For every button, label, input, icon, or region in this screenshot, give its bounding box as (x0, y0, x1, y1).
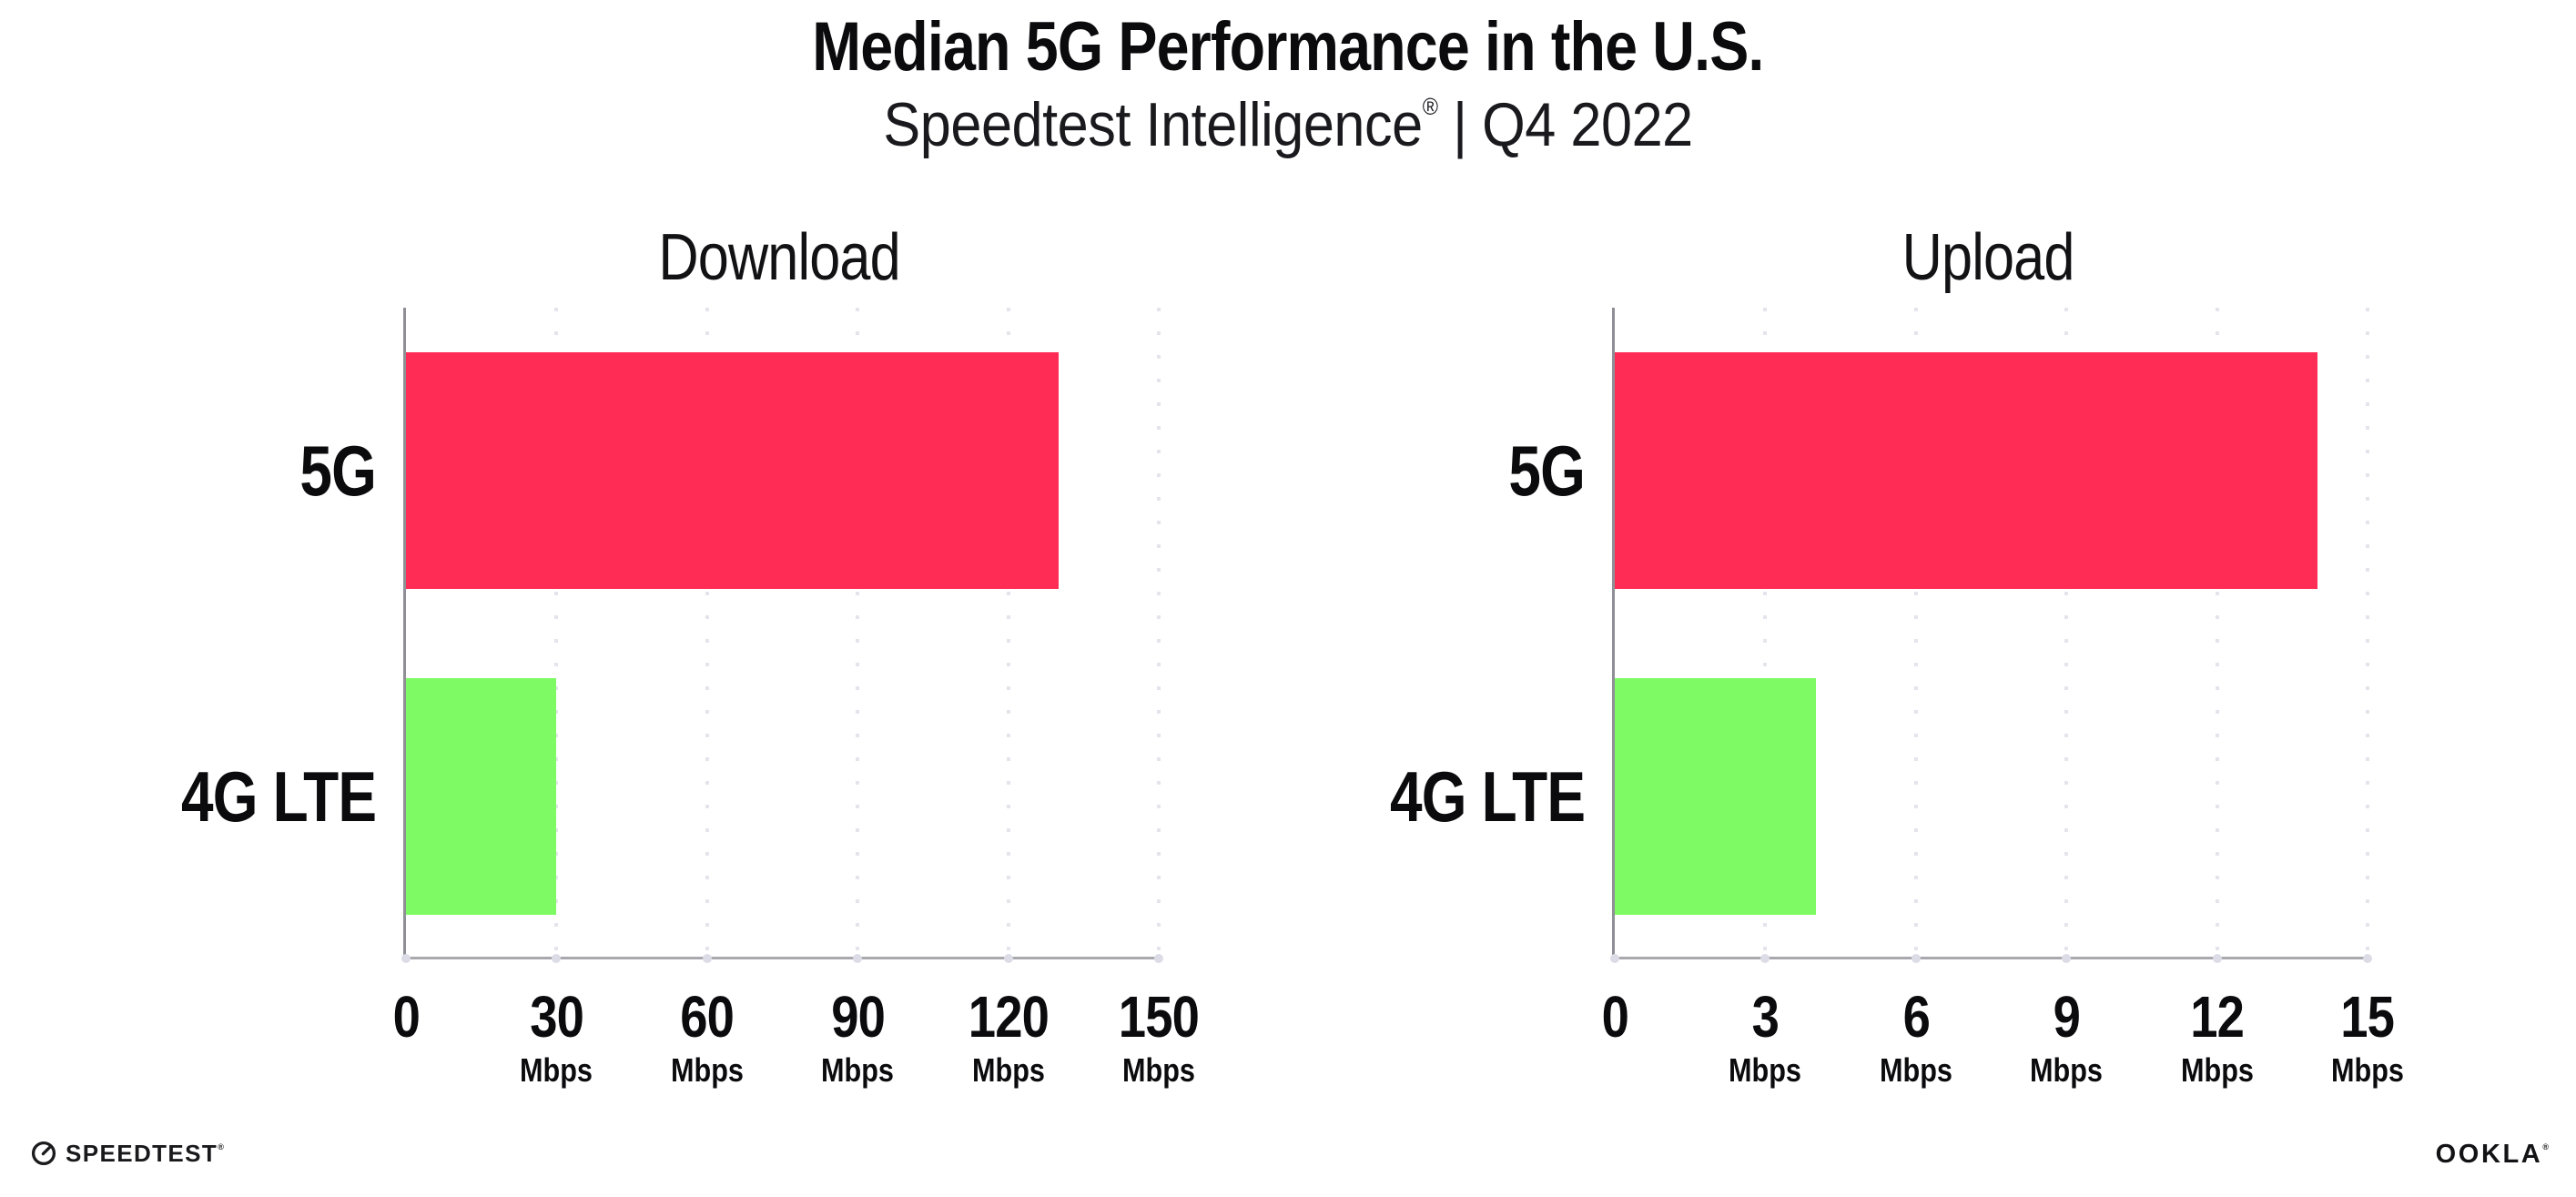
page-title-text: Median 5G Performance in the U.S. (812, 8, 1764, 86)
x-tick-label: 30 Mbps (420, 988, 693, 1087)
gridline (2064, 308, 2069, 957)
tick-value: 150 (1118, 984, 1200, 1050)
ookla-logo: OOKLA® (2436, 1141, 2549, 1168)
tick-value: 9 (2053, 984, 2080, 1050)
bar-4g-lte (1615, 678, 1816, 915)
axis-tick-dot (1760, 954, 1770, 963)
tick-unit: Mbps (1122, 1051, 1195, 1089)
tick-value: 15 (2340, 984, 2396, 1050)
category-label-5g: 5G (299, 431, 377, 511)
tick-value: 0 (392, 984, 420, 1050)
axis-tick-dot (1911, 954, 1921, 963)
axis-tick-dot (2363, 954, 2372, 963)
tick-value: 6 (1902, 984, 1930, 1050)
gridline (1913, 308, 1918, 957)
page-title: Median 5G Performance in the U.S. (0, 11, 2576, 84)
category-label-4g-lte: 4G LTE (1389, 756, 1586, 837)
gridline (2366, 308, 2369, 957)
tick-unit: Mbps (2180, 1051, 2254, 1089)
subtitle-brand: Speedtest Intelligence (883, 90, 1423, 159)
bar-4g-lte (406, 678, 557, 915)
bar-5g (1615, 352, 2317, 589)
tick-unit: Mbps (1879, 1051, 1952, 1089)
tick-value: 0 (1601, 984, 1628, 1050)
subtitle-period: Q4 2022 (1482, 90, 1693, 159)
x-tick-label: 15 Mbps (2231, 988, 2504, 1087)
tick-value: 12 (2190, 984, 2245, 1050)
speedtest-gauge-icon (31, 1141, 56, 1166)
gridline (1157, 308, 1161, 957)
ookla-registered-icon: ® (2542, 1142, 2549, 1151)
tick-unit: Mbps (1729, 1051, 1802, 1089)
page-subtitle: Speedtest Intelligence® | Q4 2022 (0, 90, 2576, 159)
gridline (1006, 308, 1010, 957)
tick-value: 120 (968, 984, 1049, 1050)
tick-value: 90 (830, 984, 886, 1050)
tick-unit: Mbps (520, 1051, 593, 1089)
gridline (554, 308, 559, 957)
x-tick-label: 12 Mbps (2081, 988, 2354, 1087)
axis-tick-dot (702, 954, 712, 963)
speedtest-logo: SPEEDTEST® (30, 1140, 224, 1167)
axis-tick-dot (1154, 954, 1163, 963)
download-plot-area: 0 30 Mbps 60 Mbps 90 Mbps 120 Mbps 150 Mbps 5G 4G LT… (181, 308, 1200, 1087)
x-tick-label: 150 Mbps (1022, 988, 1295, 1087)
category-label-5g: 5G (1508, 431, 1586, 511)
axis-tick-dot (1003, 954, 1013, 963)
axis-tick-dot (2062, 954, 2072, 963)
axis-tick-dot (853, 954, 863, 963)
tick-value: 60 (680, 984, 735, 1050)
axis-tick-dot (552, 954, 562, 963)
x-tick-label: 120 Mbps (872, 988, 1145, 1087)
axis-tick-dot (1610, 954, 1619, 963)
upload-chart-title: Upload (1902, 221, 2075, 294)
gridline (856, 308, 860, 957)
category-label-4g-lte: 4G LTE (180, 756, 377, 837)
speedtest-registered-icon: ® (218, 1142, 224, 1151)
x-tick-label: 0 (269, 988, 543, 1046)
x-tick-label: 90 Mbps (721, 988, 994, 1087)
tick-value: 3 (1751, 984, 1780, 1050)
tick-unit: Mbps (2030, 1051, 2104, 1089)
axis-tick-dot (2212, 954, 2222, 963)
speedtest-wordmark: SPEEDTEST® (66, 1140, 224, 1167)
subtitle-separator: | (1437, 90, 1483, 159)
axis-tick-dot (401, 954, 411, 963)
download-chart-title: Download (658, 221, 901, 294)
tick-value: 30 (529, 984, 584, 1050)
gridline (705, 308, 709, 957)
x-tick-label: 9 Mbps (1930, 988, 2203, 1087)
ookla-wordmark: OOKLA® (2435, 1140, 2549, 1169)
x-tick-label: 60 Mbps (571, 988, 844, 1087)
registered-trademark-icon: ® (1422, 93, 1438, 120)
tick-unit: Mbps (821, 1051, 895, 1089)
gridline (2215, 308, 2219, 957)
tick-unit: Mbps (670, 1051, 744, 1089)
upload-plot-area: 0 3 Mbps 6 Mbps 9 Mbps 12 Mbps 15 Mbps 5G 4G LTE (1390, 308, 2404, 1087)
x-tick-label: 0 (1478, 988, 1751, 1046)
bar-5g (406, 352, 1059, 589)
tick-unit: Mbps (2331, 1051, 2404, 1089)
tick-unit: Mbps (971, 1051, 1045, 1089)
x-tick-label: 3 Mbps (1628, 988, 1902, 1087)
x-tick-label: 6 Mbps (1780, 988, 2053, 1087)
gridline (1763, 308, 1768, 957)
